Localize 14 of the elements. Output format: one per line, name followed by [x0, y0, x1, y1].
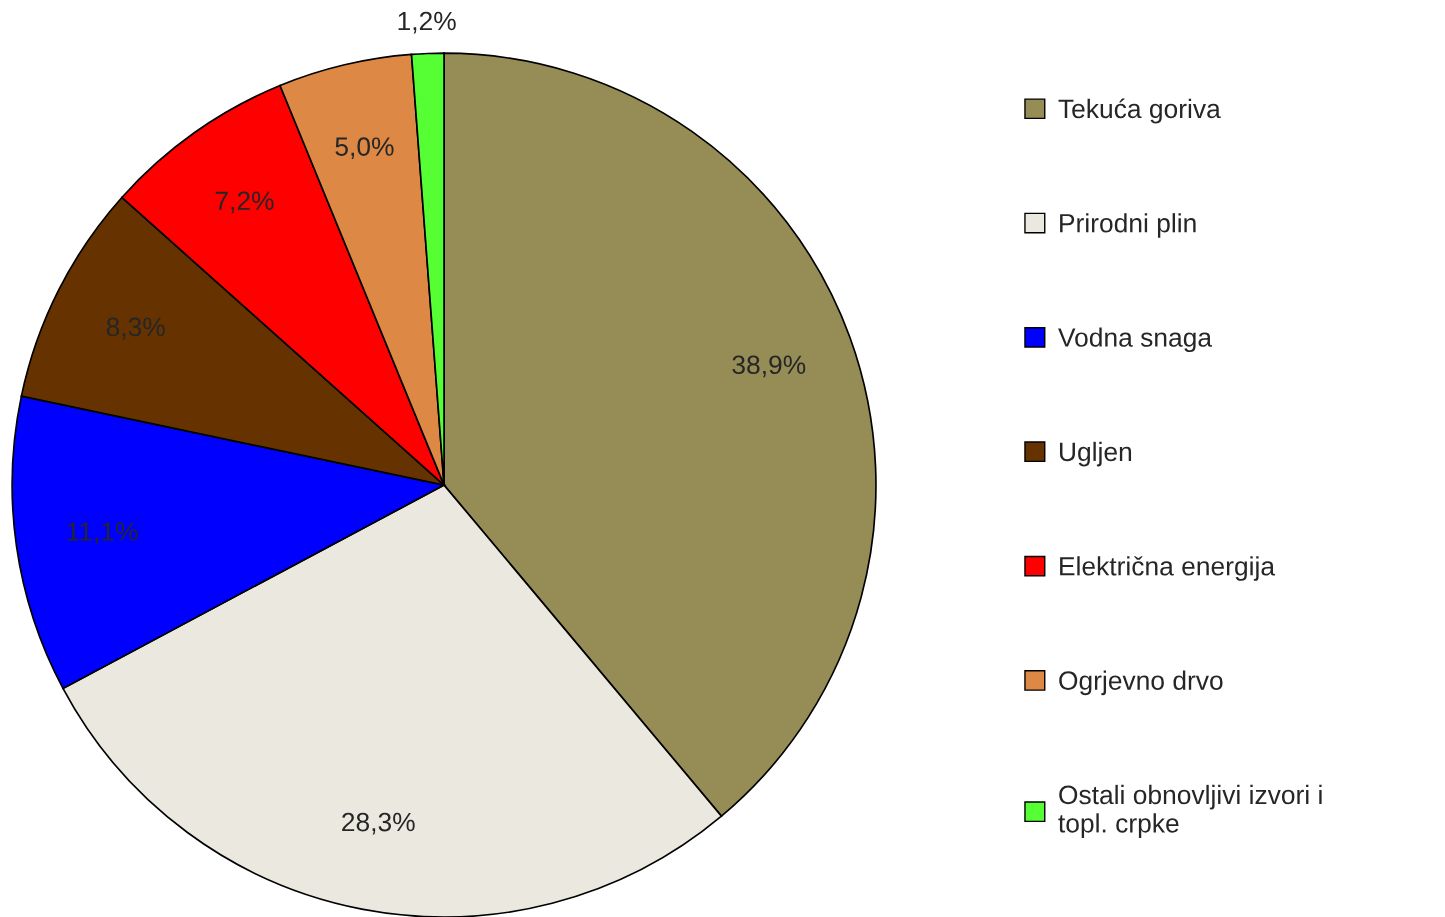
- legend-label: Električna energija: [1060, 556, 1276, 581]
- data-label: 5,0%: [335, 137, 394, 160]
- data-label: 1,2%: [398, 11, 456, 34]
- data-label: 7,2%: [215, 191, 274, 214]
- data-label: 28,3%: [342, 812, 415, 835]
- legend-label: Ostali obnovljivi izvori i topl. crpke: [1058, 784, 1322, 838]
- legend-label: Ogrjevno drvo: [1059, 670, 1223, 696]
- data-label: 11,1%: [67, 522, 138, 544]
- data-label: 8,3%: [106, 317, 165, 340]
- legend-label: Tekuća goriva: [1058, 98, 1221, 124]
- legend-label: Vodna snaga: [1058, 327, 1213, 353]
- legend-label: Ugljen: [1059, 441, 1132, 467]
- legend-label: Prirodni plin: [1060, 213, 1196, 238]
- data-label: 38,9%: [732, 355, 806, 378]
